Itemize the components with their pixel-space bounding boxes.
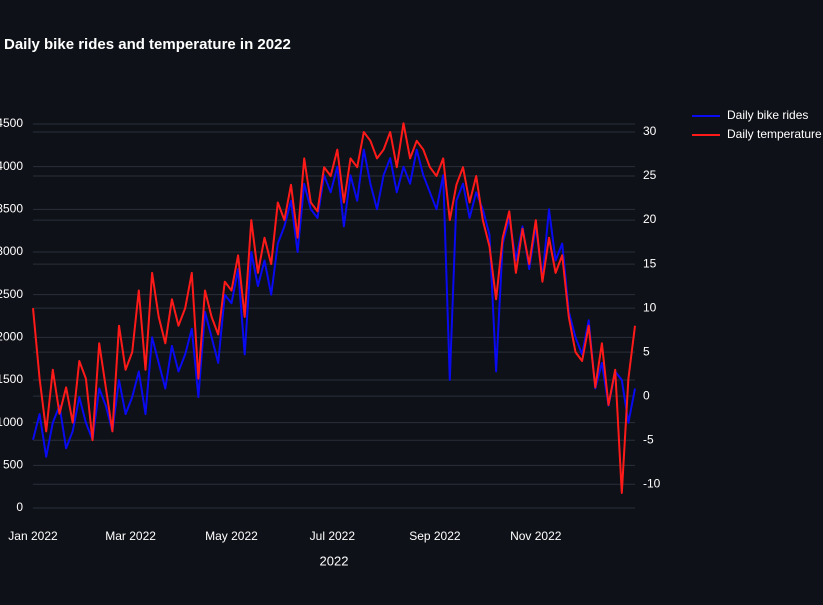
x-tick-label: May 2022 (205, 529, 258, 543)
y-tick-label: 2500 (0, 287, 23, 301)
x-tick-label: Jul 2022 (310, 529, 356, 543)
y2-tick-label: -5 (643, 432, 654, 446)
x-axis-title: 2022 (320, 553, 349, 568)
y-tick-label: 3000 (0, 244, 23, 258)
y-tick-label: 500 (3, 458, 23, 472)
y-tick-label: 2000 (0, 330, 23, 344)
y2-tick-label: 25 (643, 168, 657, 182)
y-tick-label: 4500 (0, 116, 23, 130)
y-tick-label: 1000 (0, 415, 23, 429)
y-tick-label: 3500 (0, 202, 23, 216)
y2-tick-label: 20 (643, 212, 657, 226)
y2-tick-label: 15 (643, 256, 657, 270)
y-tick-label: 0 (16, 500, 23, 514)
legend-label: Daily temperature (727, 127, 822, 141)
y2-tick-label: 5 (643, 344, 650, 358)
legend-label: Daily bike rides (727, 108, 808, 122)
chart-title: Daily bike rides and temperature in 2022 (4, 36, 291, 53)
x-tick-label: Nov 2022 (510, 529, 562, 543)
x-tick-label: Sep 2022 (409, 529, 461, 543)
y2-tick-label: 0 (643, 388, 650, 402)
series-line (32, 122, 636, 494)
y-tick-label: 1500 (0, 372, 23, 386)
x-tick-label: Jan 2022 (8, 529, 58, 543)
y2-tick-label: 30 (643, 124, 657, 138)
y2-tick-label: -10 (643, 476, 661, 490)
y2-tick-label: 10 (643, 300, 657, 314)
y-tick-label: 4000 (0, 159, 23, 173)
x-tick-label: Mar 2022 (105, 529, 156, 543)
